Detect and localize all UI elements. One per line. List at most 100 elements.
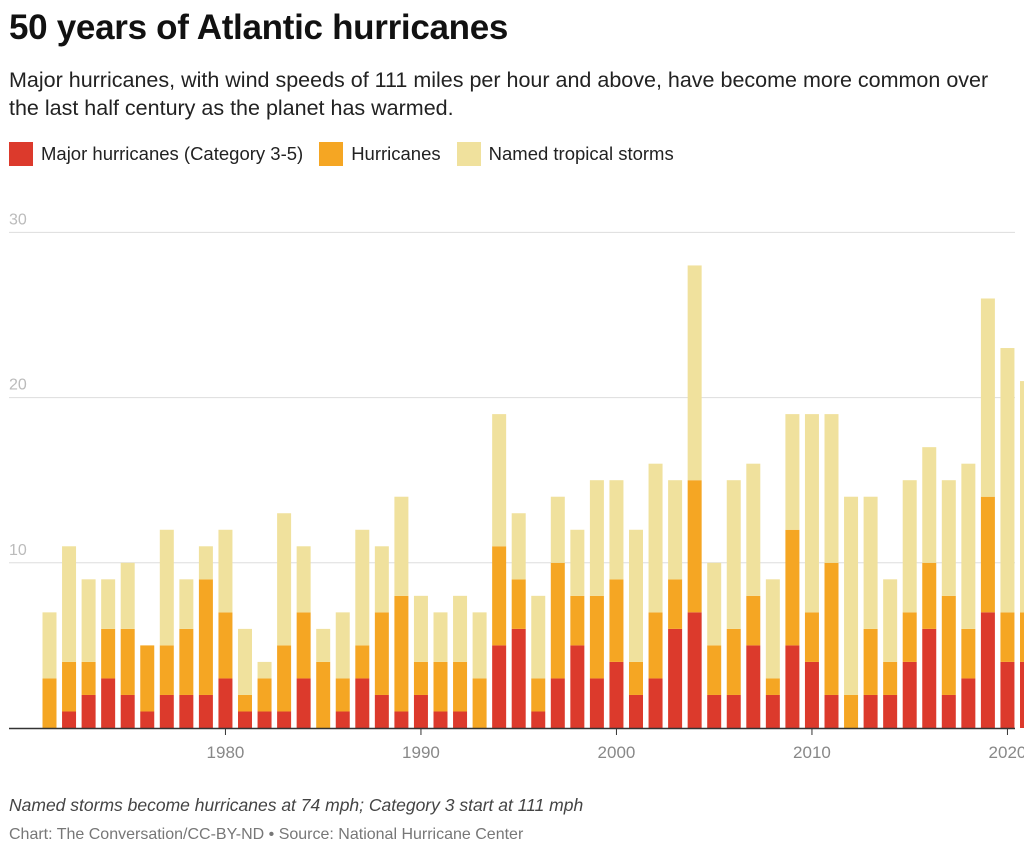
bar-storms-1985 [316, 628, 331, 662]
y-tick-label-30: 30 [9, 211, 27, 228]
bar-hurricanes-1997 [550, 562, 565, 679]
legend-item-hurricanes: Hurricanes [319, 142, 441, 166]
bar-hurricanes-2009 [785, 529, 800, 646]
legend: Major hurricanes (Category 3-5) Hurrican… [9, 142, 690, 166]
chart-note: Named storms become hurricanes at 74 mph… [9, 795, 584, 815]
stacked-bar-chart: 10 20 30 1980 1990 2000 2010 2020 [9, 211, 1024, 762]
bar-storms-2006 [726, 480, 741, 629]
bar-storms-1998 [570, 529, 585, 596]
bar-storms-2007 [746, 463, 761, 596]
bar-hurricanes-1975 [120, 628, 135, 695]
bar-storms-1982 [257, 661, 272, 679]
bar-major-1984 [296, 678, 311, 728]
bar-major-2009 [785, 645, 800, 728]
bar-major-1991 [433, 711, 448, 728]
bar-storms-1997 [550, 496, 565, 563]
bar-hurricanes-1996 [531, 678, 546, 712]
bar-storms-1989 [394, 496, 409, 596]
bar-hurricanes-1983 [277, 645, 292, 712]
bar-major-1980 [218, 678, 233, 728]
bar-major-1973 [81, 694, 96, 728]
bar-hurricanes-1979 [198, 579, 213, 695]
bar-storms-2001 [629, 529, 643, 662]
chart-credit: Chart: The Conversation/CC-BY-ND • Sourc… [9, 826, 524, 843]
bar-storms-1972 [62, 546, 77, 662]
bar-hurricanes-2019 [980, 496, 995, 613]
bar-storms-2012 [844, 496, 859, 695]
bar-major-2017 [941, 694, 956, 728]
bar-hurricanes-1976 [140, 645, 155, 712]
bar-storms-1983 [277, 513, 292, 646]
legend-label-major: Major hurricanes (Category 3-5) [41, 143, 304, 164]
bar-major-2003 [668, 628, 683, 728]
bar-storms-2002 [648, 463, 663, 613]
y-tick-label-10: 10 [9, 542, 27, 559]
bar-major-2018 [961, 678, 976, 728]
bar-hurricanes-1994 [492, 546, 507, 646]
bar-major-2006 [726, 694, 741, 728]
bar-hurricanes-1977 [159, 645, 174, 695]
bar-major-1983 [277, 711, 292, 728]
x-tick-label-1980: 1980 [207, 743, 245, 762]
bar-major-2010 [804, 661, 819, 728]
bar-hurricanes-2000 [609, 579, 624, 662]
bar-storms-1999 [589, 480, 604, 596]
bar-major-1977 [159, 694, 174, 728]
bar-storms-2014 [883, 579, 898, 662]
bar-hurricanes-1982 [257, 678, 272, 712]
bar-storms-2010 [804, 414, 819, 613]
bar-major-1988 [374, 694, 389, 728]
bar-major-1987 [355, 678, 370, 728]
bar-storms-1990 [413, 595, 428, 662]
bar-hurricanes-1992 [453, 661, 468, 712]
legend-label-storms: Named tropical storms [488, 143, 674, 164]
bar-hurricanes-1993 [472, 678, 487, 728]
bar-hurricanes-1984 [296, 612, 311, 679]
bar-storms-2013 [863, 496, 878, 629]
bar-storms-2020 [1000, 348, 1015, 613]
bar-hurricanes-1974 [101, 628, 116, 679]
bar-major-2011 [824, 694, 839, 728]
y-tick-label-20: 20 [9, 377, 27, 394]
bar-storms-1971 [42, 612, 57, 679]
bar-major-1979 [198, 694, 213, 728]
bar-storms-1987 [355, 529, 370, 646]
bar-hurricanes-2017 [941, 595, 956, 695]
bar-storms-1986 [335, 612, 350, 679]
bar-major-1982 [257, 711, 272, 728]
bar-storms-1995 [511, 513, 526, 580]
bar-hurricanes-2012 [844, 694, 859, 728]
bar-hurricanes-2020 [1000, 612, 1015, 662]
bar-hurricanes-1972 [62, 661, 77, 712]
bar-hurricanes-2018 [961, 628, 976, 679]
bar-hurricanes-1988 [374, 612, 389, 695]
bar-hurricanes-2013 [863, 628, 878, 695]
bar-hurricanes-1991 [433, 661, 448, 712]
bar-hurricanes-1973 [81, 661, 96, 695]
bar-hurricanes-2003 [668, 579, 683, 629]
legend-swatch-storms [456, 142, 481, 166]
bar-major-1972 [62, 711, 77, 728]
bar-hurricanes-1990 [413, 661, 428, 695]
bar-major-2000 [609, 661, 624, 728]
bar-major-2013 [863, 694, 878, 728]
legend-swatch-major [9, 142, 33, 166]
bar-storms-1992 [453, 595, 468, 662]
bar-storms-1981 [238, 628, 252, 695]
bar-storms-2019 [980, 298, 995, 497]
bar-hurricanes-2006 [726, 628, 741, 695]
bar-hurricanes-1995 [511, 579, 526, 629]
x-tick-label-2000: 2000 [598, 743, 636, 762]
bar-hurricanes-2001 [629, 661, 643, 695]
bar-storms-2008 [765, 579, 780, 679]
bar-hurricanes-1989 [394, 595, 409, 712]
bar-hurricanes-1971 [42, 678, 57, 728]
bar-major-1986 [335, 711, 350, 728]
bar-storms-1974 [101, 579, 116, 629]
bar-storms-1979 [198, 546, 213, 580]
bar-major-1976 [140, 711, 155, 728]
bar-hurricanes-2011 [824, 562, 839, 695]
bar-major-1997 [550, 678, 565, 728]
legend-label-hurricanes: Hurricanes [351, 143, 441, 164]
bar-storms-2005 [707, 562, 722, 646]
